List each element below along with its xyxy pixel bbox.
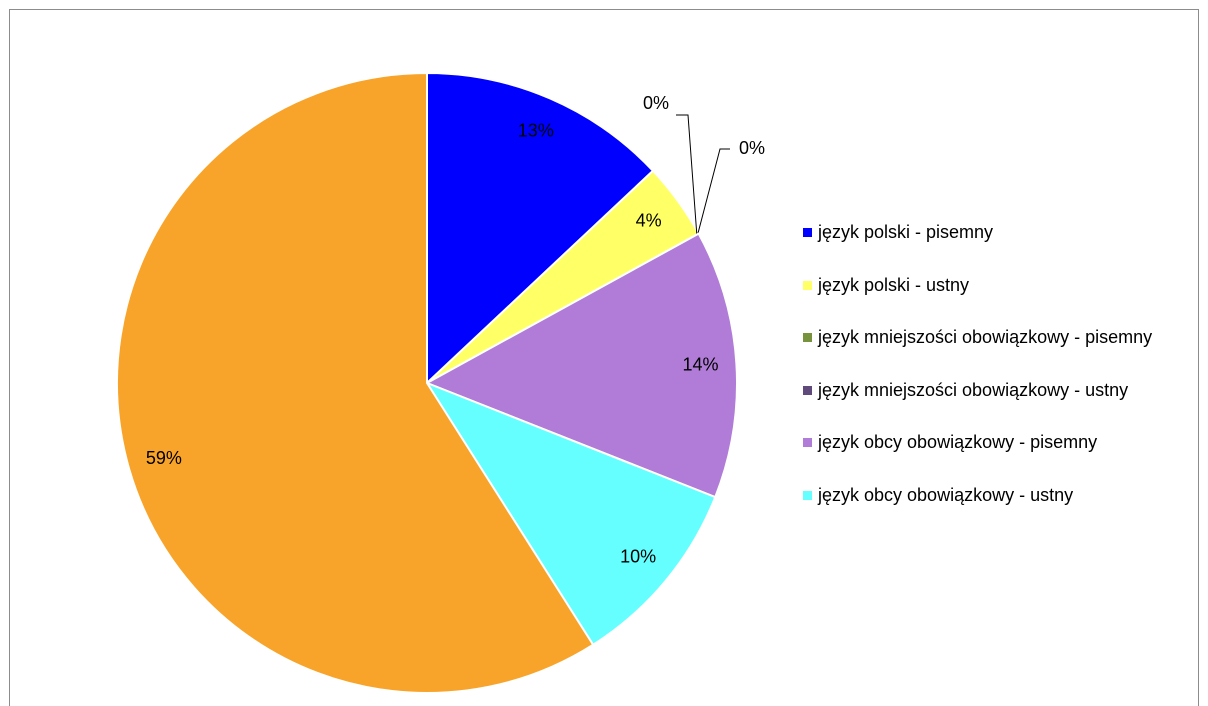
data-label: 13% (518, 120, 554, 140)
data-label: 10% (620, 546, 656, 566)
leader-line (696, 148, 730, 238)
chart-frame (9, 9, 1199, 706)
legend-swatch (803, 490, 812, 500)
legend-label: język mniejszości obowiązkowy - pisemny (818, 327, 1153, 347)
legend-swatch (803, 385, 812, 395)
legend-item: język polski - ustny (800, 275, 1170, 328)
data-label: 4% (636, 211, 662, 231)
data-label: 0% (643, 93, 669, 113)
legend-item: język obcy obowiązkowy - pisemny (800, 432, 1170, 485)
legend: język polski - pisemny język polski - ust… (800, 222, 1170, 537)
pie-slice (116, 71, 595, 694)
legend-item: język obcy obowiązkowy - ustny (800, 485, 1170, 538)
legend-swatch (803, 228, 812, 237)
data-label: 59% (146, 448, 182, 468)
legend-label: język obcy obowiązkowy - pisemny (818, 432, 1098, 452)
legend-item: język mniejszości obowiązkowy - pisemny (800, 327, 1170, 380)
legend-label: język obcy obowiązkowy - ustny (818, 484, 1074, 505)
legend-swatch (803, 280, 812, 290)
legend-label: język polski - pisemny (818, 222, 994, 242)
leader-line (676, 114, 698, 238)
pie-slice (424, 380, 717, 647)
pie-slice (426, 71, 655, 386)
legend-item: język polski - pisemny (800, 222, 1170, 275)
pie-slice (424, 232, 738, 499)
legend-label: język mniejszości obowiązkowy - ustny (818, 379, 1129, 400)
legend-swatch (803, 333, 812, 342)
legend-swatch (803, 438, 812, 447)
legend-label: język polski - ustny (818, 274, 970, 295)
legend-item: język mniejszości obowiązkowy - ustny (800, 380, 1170, 433)
data-label: 0% (739, 138, 765, 158)
data-label: 14% (682, 355, 718, 375)
